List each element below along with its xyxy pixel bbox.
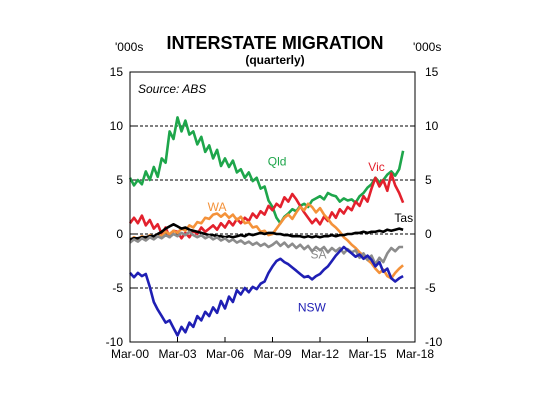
y-tick-label-left: -5 [112,281,123,295]
y-tick-label-left: 0 [116,227,123,241]
series-line-nsw [129,245,404,337]
x-tick-label: Mar-03 [158,347,196,361]
x-tick-label: Mar-15 [348,347,386,361]
right-axis-unit: '000s [413,40,441,54]
y-tick-label-right: 10 [425,119,439,133]
series-label-qld: Qld [268,155,287,169]
series-label-nsw: NSW [298,300,327,314]
y-tick-label-right: 5 [425,173,432,187]
series-line-sa [129,230,404,266]
y-tick-label-right: -10 [425,335,443,349]
y-tick-label-left: 10 [110,119,124,133]
x-tick-label: Mar-12 [301,347,339,361]
plot-frame [129,71,416,343]
x-tick-label: Mar-18 [396,347,434,361]
series-label-vic: Vic [368,160,384,174]
series-label-wa: WA [208,200,227,214]
x-tick-label: Mar-00 [111,347,149,361]
series-label-tas: Tas [394,211,413,225]
series-label-sa: SA [311,248,327,262]
left-axis-unit: '000s [115,40,143,54]
y-tick-label-left: -10 [106,335,124,349]
source-note: Source: ABS [138,82,206,96]
x-tick-labels: Mar-00 Mar-03 Mar-06 Mar-09 Mar-12 Mar-15 Mar-… [111,347,434,361]
y-tick-label-left: 15 [110,65,124,79]
x-tick-label: Mar-06 [206,347,244,361]
x-tick-label: Mar-09 [253,347,291,361]
series-line-vic [128,172,405,240]
y-tick-label-right: 0 [425,227,432,241]
series-lines [128,116,405,337]
y-tick-label-right: -5 [425,281,436,295]
series-line-tas [129,223,404,241]
series-line-wa [129,202,404,280]
y-tick-labels: 15 15 10 10 5 5 0 0 -5 -5 -10 -10 [106,65,443,349]
y-tick-label-left: 5 [116,173,123,187]
series-line-qld [128,116,405,225]
chart-subtitle: (quarterly) [245,53,304,67]
series-labels: Qld Vic WA Tas SA NSW [208,155,414,315]
y-tick-label-right: 15 [425,65,439,79]
chart-title: INTERSTATE MIGRATION [167,33,384,53]
